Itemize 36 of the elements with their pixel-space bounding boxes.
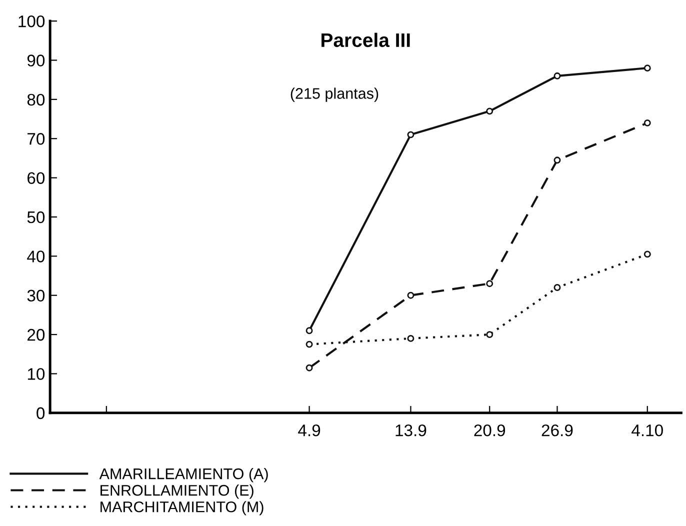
legend-label: MARCHITAMIENTO (M) <box>100 501 264 516</box>
x-tick-label: 26.9 <box>542 424 573 436</box>
y-tick-label: 30 <box>27 290 45 302</box>
y-tick-label: 60 <box>28 172 45 184</box>
point <box>407 334 414 342</box>
legend-label: ENROLLAMIENTO (E) <box>100 484 254 499</box>
y-tick-label: 40 <box>27 250 45 262</box>
point <box>554 284 561 291</box>
x-tick-label: 20.9 <box>474 424 506 436</box>
point <box>486 108 494 115</box>
legend-label: AMARILLEAMIENTO (A) <box>99 468 268 482</box>
x-tick-label: 4.10 <box>632 424 663 436</box>
chart-title: Parcela III <box>322 32 410 48</box>
point <box>486 280 494 288</box>
y-tick-label: 80 <box>27 94 45 106</box>
x-tick-label: 13.9 <box>396 424 426 436</box>
point <box>407 292 414 299</box>
point <box>306 364 313 372</box>
y-tick-label: 20 <box>28 328 45 341</box>
point <box>407 131 414 138</box>
y-tick-label: 50 <box>27 211 45 224</box>
point <box>554 156 561 164</box>
point <box>644 119 651 126</box>
y-tick-label: 10 <box>28 368 45 380</box>
y-tick-label: 100 <box>18 15 45 28</box>
point <box>644 64 651 72</box>
text: (215 plantas) <box>290 88 378 102</box>
x-tick-label: 4.9 <box>298 424 320 436</box>
y-tick-label: 70 <box>28 133 45 145</box>
point <box>306 340 313 348</box>
y-tick-label: 90 <box>27 54 45 66</box>
point <box>554 72 561 80</box>
point <box>486 331 494 338</box>
point <box>306 327 313 334</box>
point <box>644 250 651 258</box>
y-tick-label: 0 <box>36 407 45 420</box>
